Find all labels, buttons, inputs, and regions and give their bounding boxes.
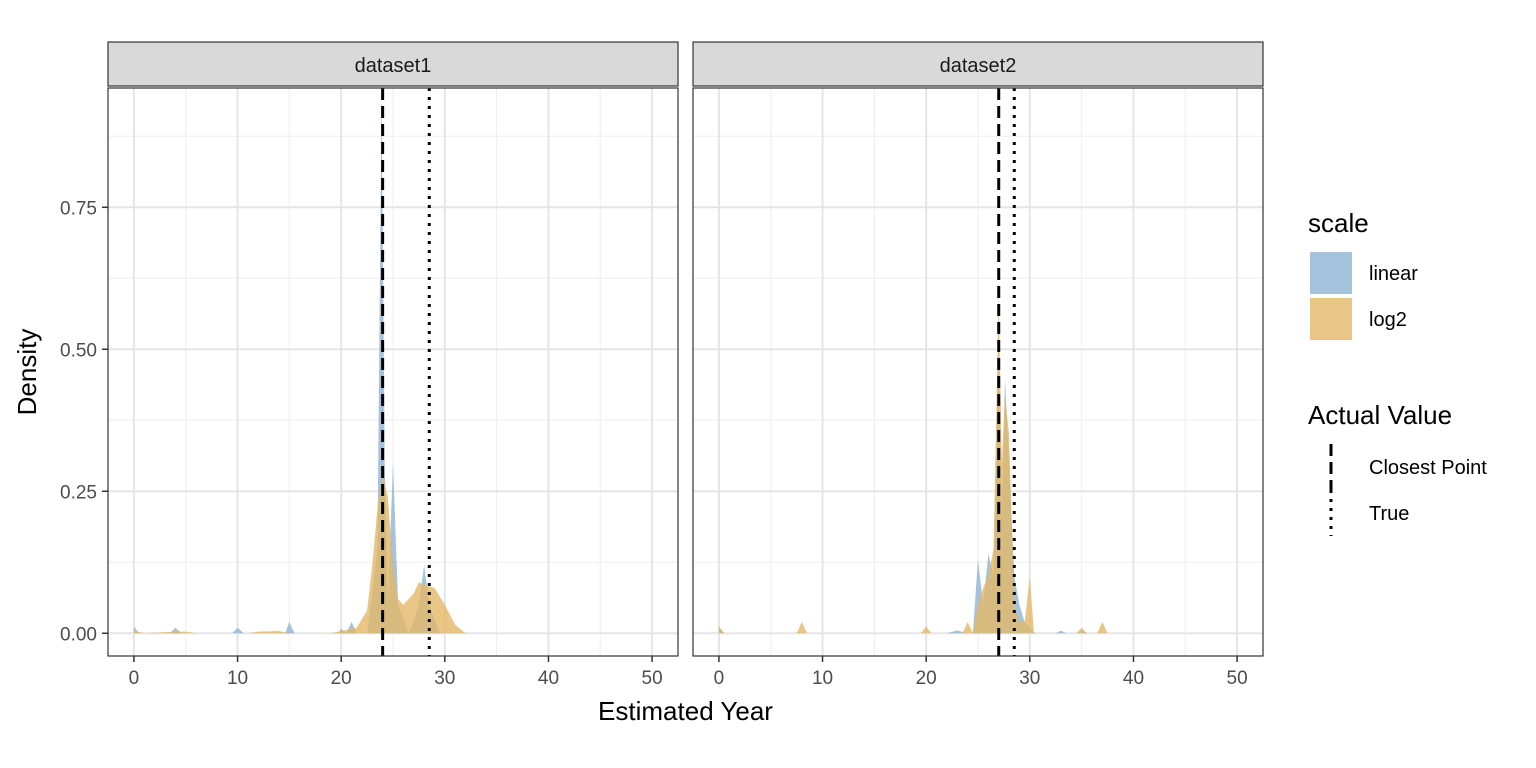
panel-dataset1: dataset1 0 10 20 30 40 50 0.00 0.25 0.50 0.75: [60, 41, 679, 689]
panel-border: [107, 87, 679, 657]
x-tick-label: 40: [1123, 668, 1144, 689]
panel-border: [692, 87, 1264, 657]
strip-label: dataset1: [355, 55, 432, 77]
x-tick-label: 0: [714, 668, 725, 689]
x-tick-label: 0: [129, 668, 140, 689]
panel-dataset2: dataset2 0 10 20 30 40 50: [692, 41, 1264, 689]
density-layer: [718, 292, 1108, 634]
x-tick-label: 50: [642, 668, 663, 689]
strip-background: [692, 41, 1264, 87]
legend-title-actual-value: Actual Value: [1308, 400, 1452, 430]
x-tick-label: 30: [434, 668, 455, 689]
density-area-log2: [718, 292, 1108, 634]
strip-background: [107, 41, 679, 87]
y-tick-label: 0.00: [60, 624, 97, 645]
legend: scale linear log2 Actual Value Closest Point…: [1308, 208, 1487, 536]
legend-label-line-1: True: [1369, 503, 1409, 525]
x-tick-label: 20: [331, 668, 352, 689]
strip-label: dataset2: [940, 55, 1017, 77]
legend-label-linear: linear: [1369, 263, 1418, 285]
legend-title-scale: scale: [1308, 208, 1369, 238]
x-tick-label: 50: [1227, 668, 1248, 689]
y-tick-label: 0.75: [60, 198, 97, 219]
legend-label-line-0: Closest Point: [1369, 457, 1487, 479]
x-tick-label: 40: [538, 668, 559, 689]
y-tick-label: 0.50: [60, 340, 97, 361]
y-axis-title: Density: [12, 329, 42, 416]
legend-key-linear: [1310, 252, 1352, 294]
legend-label-log2: log2: [1369, 309, 1407, 331]
legend-key-log2: [1310, 298, 1352, 340]
x-tick-label: 10: [227, 668, 248, 689]
x-tick-label: 30: [1019, 668, 1040, 689]
x-axis-title: Estimated Year: [598, 696, 773, 726]
x-tick-label: 20: [916, 668, 937, 689]
x-tick-label: 10: [812, 668, 833, 689]
y-tick-label: 0.25: [60, 482, 97, 503]
